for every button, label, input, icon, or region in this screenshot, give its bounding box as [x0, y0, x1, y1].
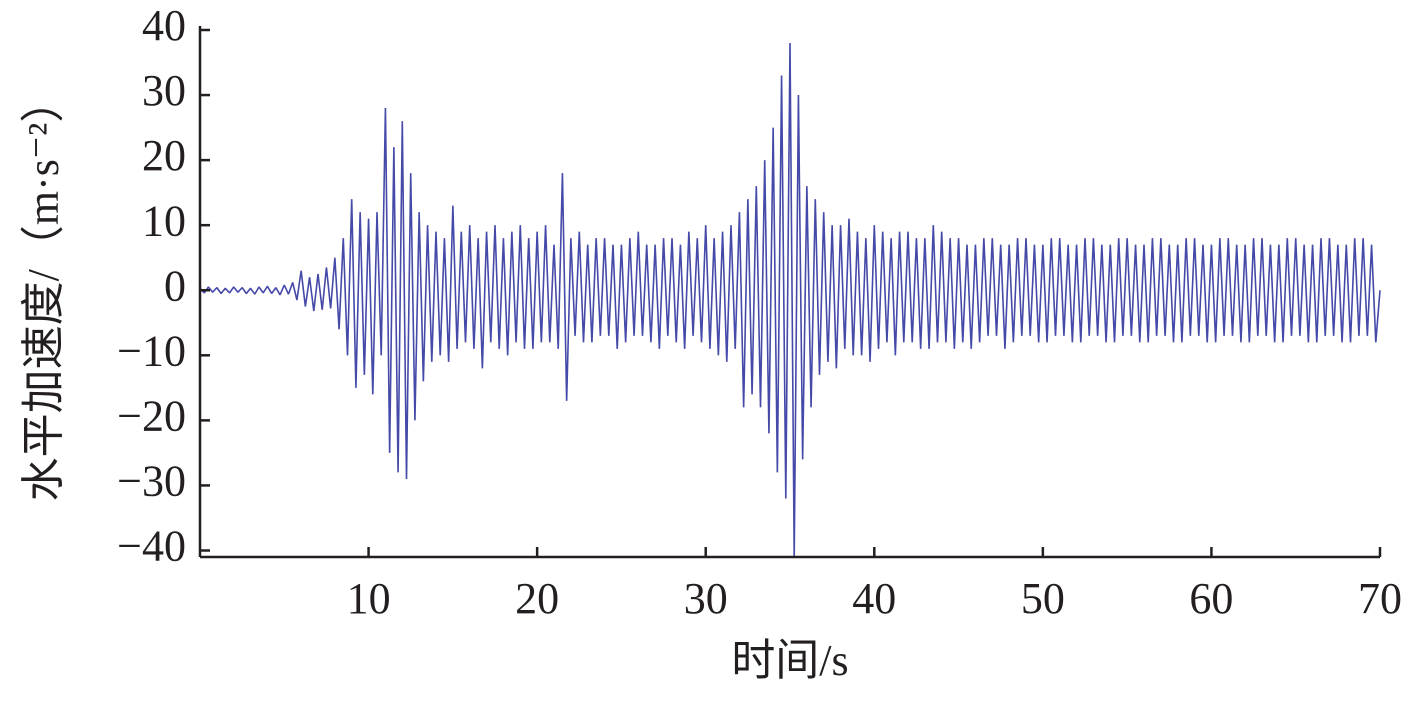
data-line — [199, 43, 1381, 558]
x-tick-label: 10 — [347, 574, 391, 623]
x-tick-label: 60 — [1189, 574, 1233, 623]
y-tick-label: −30 — [117, 457, 186, 506]
y-tick-label: −20 — [117, 391, 186, 440]
x-tick-label: 50 — [1021, 574, 1065, 623]
x-tick-label: 70 — [1358, 574, 1402, 623]
x-tick-label: 30 — [684, 574, 728, 623]
y-tick-label: 10 — [142, 196, 186, 245]
x-axis-label: 时间/s — [731, 636, 848, 685]
x-tick-label: 20 — [515, 574, 559, 623]
y-tick-label: 30 — [142, 66, 186, 115]
y-tick-label: −10 — [117, 326, 186, 375]
x-tick-label: 40 — [852, 574, 896, 623]
y-axis-label: 水平加速度/（m·s⁻²） — [19, 79, 68, 502]
y-tick-label: 40 — [142, 1, 186, 50]
y-tick-label: 0 — [164, 261, 186, 310]
y-tick-label: −40 — [117, 522, 186, 571]
y-tick-label: 20 — [142, 131, 186, 180]
